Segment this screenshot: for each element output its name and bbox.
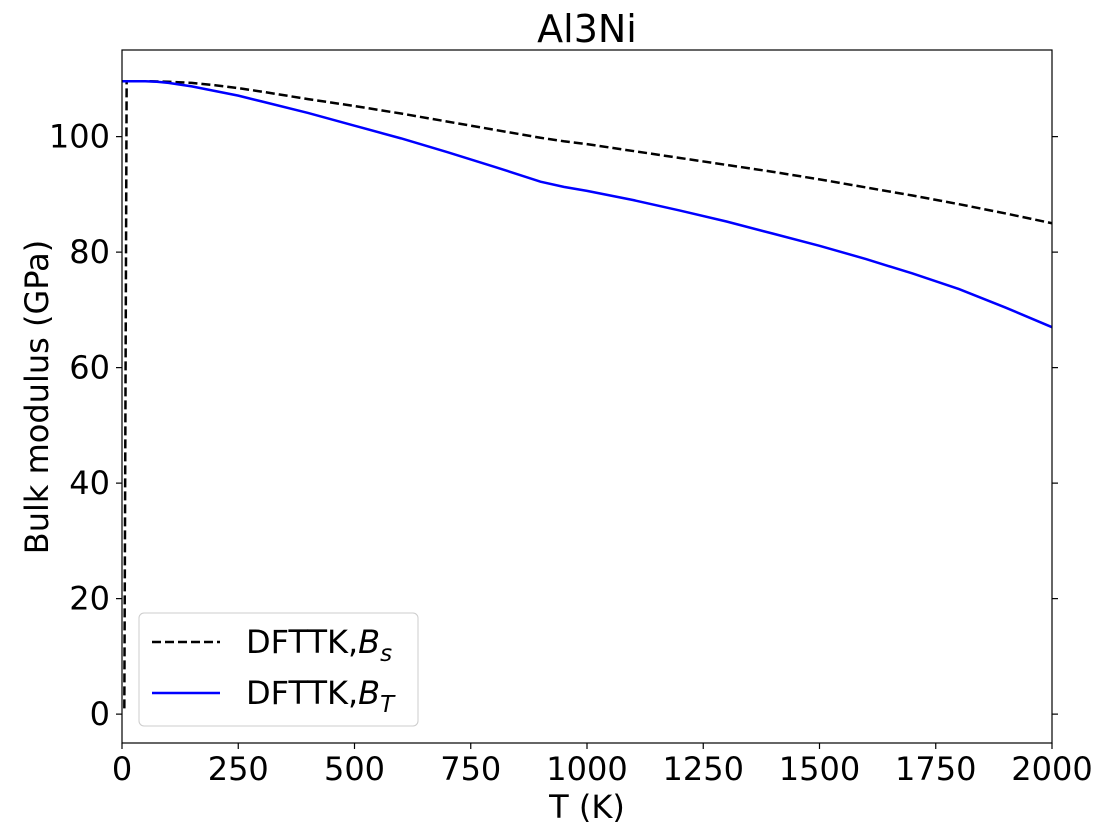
legend-label-s: DFTTK,Bs xyxy=(246,623,392,667)
y-tick-label: 60 xyxy=(69,349,110,387)
x-tick-label: 250 xyxy=(208,750,269,788)
x-tick-label: 1500 xyxy=(779,750,860,788)
x-axis-label: T (K) xyxy=(548,788,625,826)
x-tick-label: 500 xyxy=(324,750,385,788)
x-tick-label: 1000 xyxy=(546,750,627,788)
legend-label-symbol: B xyxy=(358,623,380,661)
legend-label-text: DFTTK, xyxy=(246,623,358,661)
x-tick-label: 2000 xyxy=(1011,750,1092,788)
plot-area xyxy=(122,79,1053,709)
x-tick-label: 750 xyxy=(440,750,501,788)
y-tick-label: 100 xyxy=(49,118,110,156)
x-tick-label: 0 xyxy=(112,750,132,788)
series-line-T xyxy=(122,79,1053,329)
y-axis: 0 20 40 60 80 100 xyxy=(49,118,1058,733)
y-tick-label: 80 xyxy=(69,233,110,271)
y-tick-label: 40 xyxy=(69,464,110,502)
y-tick-label: 20 xyxy=(69,580,110,618)
series-line-s xyxy=(123,79,1053,709)
legend-label-text: DFTTK, xyxy=(246,674,358,712)
x-tick-label: 1750 xyxy=(895,750,976,788)
legend-label-symbol: B xyxy=(358,674,380,712)
y-tick-label: 0 xyxy=(90,695,110,733)
x-tick-label: 1250 xyxy=(663,750,744,788)
chart-title: Al3Ni xyxy=(537,7,637,51)
legend-label-subscript: s xyxy=(380,641,392,667)
x-axis: 0 250 500 750 1000 1250 1500 1750 2000 xyxy=(112,743,1093,788)
y-axis-label: Bulk modulus (GPa) xyxy=(18,240,56,554)
legend-label-T: DFTTK,BT xyxy=(246,674,396,718)
legend-label-subscript: T xyxy=(380,692,396,718)
